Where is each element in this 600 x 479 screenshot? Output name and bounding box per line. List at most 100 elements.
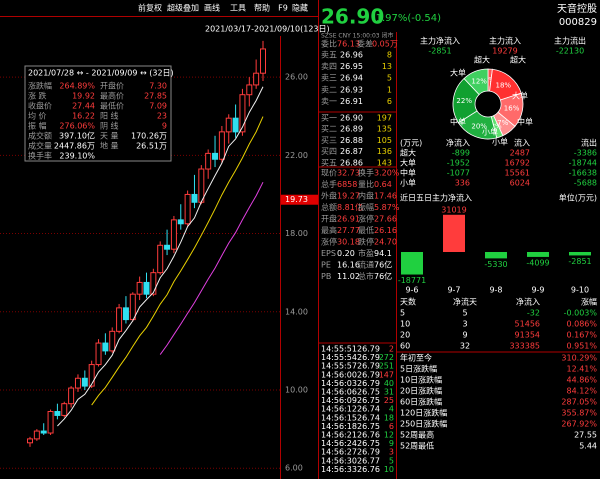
moving-average: [57, 86, 264, 427]
return-label: 52周最低: [400, 441, 434, 451]
pie-label: 2%: [484, 76, 495, 84]
candle-body: [157, 244, 164, 274]
candle-body: [68, 387, 75, 405]
bar: [527, 252, 549, 257]
bar-value: -18771: [398, 276, 426, 285]
toolbar-button[interactable]: 前复权: [138, 3, 162, 13]
bar-value: -4099: [526, 258, 549, 267]
label: 14:55:51: [321, 345, 357, 354]
candle-body: [239, 94, 246, 133]
summary-value: 9: [162, 122, 167, 131]
summary-label: 最高价: [100, 91, 124, 101]
return-value: 267.92%: [561, 420, 597, 429]
candle-body: [150, 272, 157, 295]
y-tick-label: 26.00: [285, 73, 308, 82]
pie-slice: [463, 68, 489, 96]
candle-body: [47, 411, 54, 434]
summary-value: 239.10%: [59, 152, 95, 161]
label: 委差: [357, 39, 373, 49]
label: 卖五: [321, 51, 337, 60]
table-header: 净流天: [453, 297, 477, 307]
label: 251: [379, 362, 394, 371]
x-tick-label: 9-10: [571, 286, 589, 295]
label: 26.76: [357, 431, 380, 440]
label: 2: [389, 345, 394, 354]
pie-category: 小单: [482, 127, 498, 137]
label: 40: [384, 379, 394, 388]
label: 26.75: [357, 388, 380, 397]
label: 14:56:12: [321, 405, 357, 414]
table-header: 天数: [400, 297, 416, 307]
return-label: 60日涨跌幅: [400, 397, 442, 407]
label: 涨停: [358, 214, 374, 224]
label: 换手: [358, 168, 374, 178]
table-cell: 336: [455, 179, 470, 188]
label: 14:56:00: [321, 370, 357, 379]
pie-category: 小单: [492, 137, 508, 147]
label: 14:56:18: [321, 422, 357, 431]
return-value: 44.86%: [566, 376, 597, 385]
label: 26.94: [340, 74, 363, 83]
toolbar-button[interactable]: F9: [278, 4, 288, 13]
candle-body: [95, 342, 102, 366]
label: 31: [384, 388, 394, 397]
label: 11.02: [337, 272, 360, 281]
return-value: 355.87%: [561, 409, 597, 418]
label: 总手: [321, 179, 337, 189]
label: 26.87: [340, 147, 363, 156]
label: 买二: [321, 125, 337, 134]
summary-value: 7.30: [149, 82, 167, 91]
candle-body: [109, 330, 116, 352]
label: PB: [321, 272, 331, 281]
label: 1: [387, 85, 392, 94]
toolbar-button[interactable]: 工具: [230, 4, 246, 13]
label: 买四: [321, 147, 337, 156]
toolbar-button[interactable]: 隐藏: [292, 3, 308, 13]
flow-header: 主力流入: [489, 36, 521, 46]
label: 26.79: [357, 379, 380, 388]
label: 涨停: [321, 237, 337, 247]
label: 委比: [321, 39, 337, 49]
candle-body: [218, 131, 225, 160]
summary-value: 170.26万: [131, 132, 167, 141]
x-tick-label: 9-7: [447, 286, 460, 295]
pie-category: 超大: [474, 55, 490, 65]
pie-category: 大单: [512, 91, 528, 101]
label: 卖二: [321, 85, 337, 94]
label: PE: [321, 261, 331, 270]
label: 26.16: [374, 226, 397, 235]
label: 16.16: [337, 261, 360, 270]
toolbar-button[interactable]: 帮助: [254, 3, 270, 13]
status: SZSE CNY 15:00:03 闭市: [321, 32, 394, 40]
label: 25: [384, 396, 394, 405]
summary-label: 天 量: [100, 132, 119, 141]
summary-value: 19.92: [72, 92, 95, 101]
table-cell: -899: [452, 149, 470, 158]
label: 26.95: [340, 62, 363, 71]
table-cell: 32: [460, 342, 470, 351]
summary-label: 涨 跌: [28, 91, 47, 101]
label: 147: [379, 370, 394, 379]
label: 27.77: [337, 226, 360, 235]
table-header: 流出: [581, 138, 597, 148]
label: 19.27: [337, 192, 360, 201]
y-tick-label: 6.00: [285, 464, 303, 473]
label: 外盘: [321, 191, 337, 201]
label: 143: [377, 158, 392, 167]
bar-value: -5330: [484, 260, 507, 269]
candle-body: [143, 281, 150, 295]
candle-body: [88, 364, 95, 387]
table-cell: 20: [400, 331, 410, 340]
toolbar-button[interactable]: 超级叠加: [167, 3, 199, 13]
label: 24.70: [374, 238, 397, 247]
toolbar-button[interactable]: 画线: [204, 3, 220, 13]
label: 26.79: [357, 370, 380, 379]
date-range: 2021/03/17-2021/09/10(123日): [205, 25, 330, 34]
x-tick-label: 9-9: [531, 286, 544, 295]
value: 0.05万: [372, 40, 398, 49]
y-tick-label: 18.00: [285, 229, 308, 238]
x-tick-label: 9-8: [489, 286, 502, 295]
table-cell: 6024: [510, 179, 530, 188]
label: 12: [384, 431, 394, 440]
